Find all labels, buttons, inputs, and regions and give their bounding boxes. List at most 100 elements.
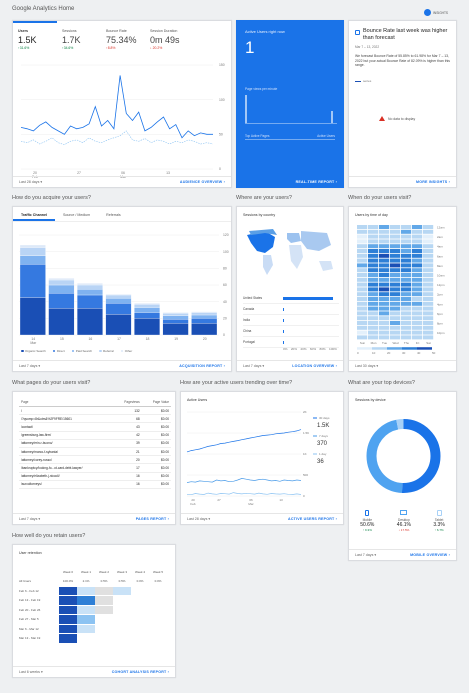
retention-cell[interactable] [59,605,77,614]
date-range-selector[interactable]: Last 30 days ▾ [355,364,379,368]
country-row[interactable]: India [243,315,339,326]
retention-cell[interactable] [149,587,166,596]
retention-cell[interactable] [149,606,166,615]
insights-button[interactable]: INSIGHTS [424,9,448,16]
realtime-report-link[interactable]: REAL-TIME REPORT › [295,179,337,184]
more-insights-link[interactable]: MORE INSIGHTS › [416,180,450,184]
retention-cell[interactable] [149,634,166,643]
retention-cell[interactable] [95,605,113,614]
retention-cell[interactable] [77,586,95,595]
table-row[interactable]: /attorney/marco-f-sybania/21 $0.00 [19,447,171,457]
column-header[interactable]: Pageviews [113,398,142,407]
retention-cell[interactable] [77,634,94,643]
page-path-cell[interactable]: /attorney/marco-f-sybania/ [19,447,114,457]
retention-cell[interactable] [149,596,166,605]
retention-cell[interactable] [59,586,77,595]
page-path-cell[interactable]: /bankruptcy/lookng-fo...ot-card-debt-law… [19,463,114,473]
retention-cell[interactable] [131,625,148,634]
metric-tab-bounce-rate[interactable]: Bounce Rate 75.34% ↑8.8% [101,21,145,57]
date-range-selector[interactable]: Last 7 days ▾ [19,517,41,521]
tab-source-medium[interactable]: Source / Medium [62,213,91,217]
heatmap-cell [368,249,379,253]
legend-item[interactable]: Organic Search [21,349,46,353]
date-range-selector[interactable]: Last 6 weeks ▾ [19,670,43,674]
table-row[interactable]: /surcoltorneys/16 $0.00 [19,480,171,489]
retention-cell[interactable] [113,606,130,615]
retention-cell[interactable] [77,624,95,633]
table-row[interactable]: /greensburg-law-firm/42 $0.00 [19,431,171,440]
page-path-cell[interactable]: / [19,406,114,416]
table-row[interactable]: /bankruptcy/lookng-fo...ot-card-debt-law… [19,463,171,473]
retention-cell[interactable] [77,596,95,605]
retention-cell[interactable] [131,587,148,596]
table-row[interactable]: /?qsomp=8r&utm&%2F9FRE/15601 68 $0.00 [19,414,171,424]
retention-cell[interactable] [113,634,130,643]
retention-cell[interactable] [95,625,112,634]
country-row[interactable]: Canada [243,304,339,315]
acquisition-report-link[interactable]: ACQUISITION REPORT › [179,364,225,368]
page-path-cell[interactable]: /attorney/corey-russo/ [19,455,114,465]
legend-item[interactable]: Paid Search [71,349,92,353]
heatmap-cell [368,335,379,340]
active-users-report-link[interactable]: ACTIVE USERS REPORT › [288,517,337,521]
heatmap-cell [379,225,390,229]
page-path-cell[interactable]: /attorney/elizabeth-j-niccoli/ [19,472,114,481]
page-path-cell[interactable]: /attorney/erin-r-buono/ [19,439,114,448]
heatmap-cell [368,316,379,321]
date-range-selector[interactable]: Last 28 days ▾ [19,180,43,184]
retention-cell[interactable] [113,615,130,624]
bar-segment [105,294,132,299]
retention-cell[interactable] [59,634,77,643]
table-row[interactable]: /contact/43 $0.00 [19,422,171,432]
column-header[interactable]: Page [19,398,114,407]
retention-cell[interactable] [113,596,130,605]
retention-cell[interactable] [113,586,131,595]
table-row[interactable]: /attorney/elizabeth-j-niccoli/16 $0.00 [19,472,171,481]
retention-cell[interactable] [77,615,95,624]
table-row[interactable]: /attorney/corey-russo/20 $0.00 [19,455,171,465]
table-row[interactable]: /attorney/erin-r-buono/39 $0.00 [19,439,171,448]
retention-cell[interactable] [149,625,166,634]
retention-cell[interactable] [131,596,148,605]
legend-item[interactable]: Referral [99,349,114,353]
audience-overview-link[interactable]: AUDIENCE OVERVIEW › [179,180,225,184]
legend-item[interactable]: Other [120,349,132,353]
retention-cell[interactable] [149,615,166,624]
country-row[interactable]: United States [243,293,339,304]
metric-tab-users[interactable]: Users 1.5K ↑31.6% [13,21,57,57]
retention-cell[interactable] [113,625,130,634]
date-range-selector[interactable]: Last 28 days ▾ [187,517,211,521]
metric-tab-sessions[interactable]: Sessions 1.7K ↑34.6% [57,21,101,57]
retention-cell[interactable] [95,596,113,605]
tab-traffic-channel[interactable]: Traffic Channel [13,207,55,221]
legend-item[interactable]: Direct [52,349,65,353]
column-header[interactable]: Page Value [141,398,171,407]
retention-cell[interactable] [59,615,77,624]
cohort-analysis-link[interactable]: COHORT ANALYSIS REPORT › [111,670,169,674]
retention-cell[interactable] [131,634,148,643]
date-range-selector[interactable]: Last 7 days ▾ [355,553,377,557]
retention-cell[interactable] [59,624,77,633]
metric-tab-session-duration[interactable]: Session Duration 0m 49s ↓ 20.2% [145,21,195,57]
retention-cell[interactable] [95,615,112,624]
date-range-selector[interactable]: Last 7 days ▾ [19,364,41,368]
retention-cell[interactable] [59,596,77,605]
mobile-overview-link[interactable]: MOBILE OVERVIEW › [410,553,450,557]
country-row[interactable]: Portugal [243,337,339,348]
table-row[interactable]: /132 $0.00 [19,406,171,416]
date-range-selector[interactable]: Last 7 days ▾ [243,364,265,368]
retention-cell[interactable] [131,615,148,624]
acquisition-card: Traffic Channel Source / Medium Referral… [12,206,232,372]
retention-cell[interactable] [77,605,95,614]
retention-cell[interactable] [95,586,113,595]
page-path-cell[interactable]: /surcoltorneys/ [19,480,114,489]
page-path-cell[interactable]: /?qsomp=8r&utm&%2F9FRE/15601 [19,414,114,424]
country-row[interactable]: China [243,326,339,337]
location-overview-link[interactable]: LOCATION OVERVIEW › [292,364,337,368]
page-path-cell[interactable]: /greensburg-law-firm/ [19,431,114,440]
retention-cell[interactable] [131,606,148,615]
pages-report-link[interactable]: PAGES REPORT › [135,517,169,521]
retention-cell[interactable] [95,634,112,643]
page-path-cell[interactable]: /contact/ [19,422,114,432]
tab-referrals[interactable]: Referrals [106,213,121,217]
